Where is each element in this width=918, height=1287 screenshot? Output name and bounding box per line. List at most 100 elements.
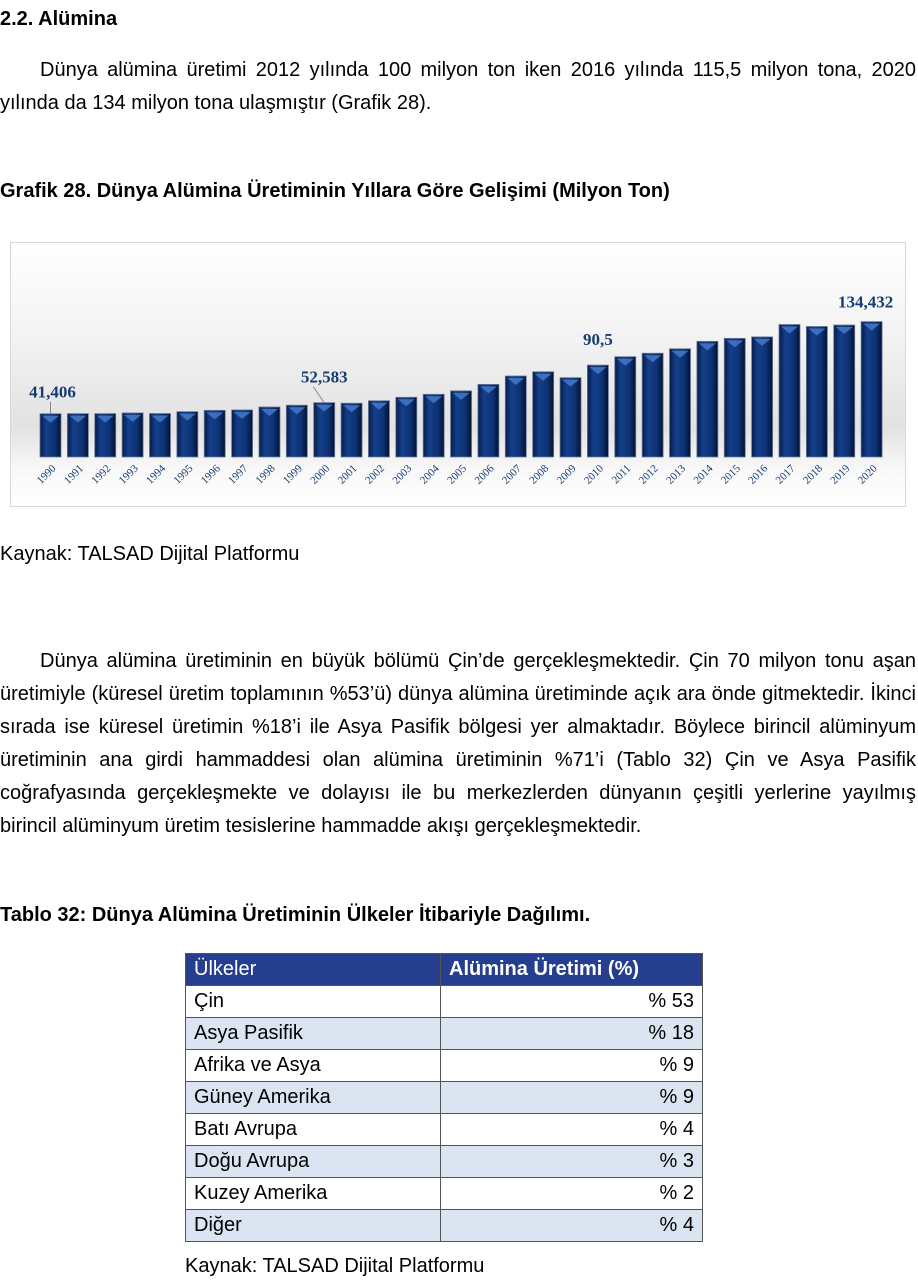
paragraph-2: Dünya alümina üretiminin en büyük bölümü… bbox=[0, 650, 916, 837]
table-row: Batı Avrupa% 4 bbox=[185, 1113, 703, 1146]
bar-1992 bbox=[94, 413, 117, 458]
x-tick-label: 1990 bbox=[35, 462, 59, 486]
x-tick-label: 2005 bbox=[445, 462, 469, 486]
bar-2001 bbox=[340, 402, 363, 458]
section-title: 2.2. Alümina bbox=[0, 8, 118, 30]
bar-bevel bbox=[178, 413, 196, 421]
bar-bevel bbox=[835, 327, 853, 335]
bar-bevel bbox=[616, 358, 634, 366]
table-row: Güney Amerika% 9 bbox=[185, 1081, 703, 1114]
country-cell: Afrika ve Asya bbox=[185, 1049, 441, 1082]
bar-bevel bbox=[452, 392, 470, 400]
bar-bevel bbox=[808, 328, 826, 336]
bar-1993 bbox=[121, 412, 144, 458]
chart-caption: Grafik 28. Dünya Alümina Üretiminin Yıll… bbox=[0, 180, 670, 202]
x-tick-label: 1998 bbox=[254, 462, 278, 486]
country-cell: Batı Avrupa bbox=[185, 1113, 441, 1146]
bar-2020 bbox=[860, 321, 883, 458]
bar-bevel bbox=[753, 338, 771, 346]
bar-2006 bbox=[477, 384, 500, 458]
bar-2003 bbox=[395, 396, 418, 458]
table-source: Kaynak: TALSAD Dijital Platformu bbox=[185, 1255, 485, 1277]
bar-bevel bbox=[863, 323, 881, 331]
x-tick-label: 2020 bbox=[856, 462, 880, 486]
bar-bevel bbox=[562, 379, 580, 387]
bar-bevel bbox=[589, 367, 607, 375]
bar-bevel bbox=[233, 411, 251, 419]
x-tick-label: 2009 bbox=[555, 462, 579, 486]
x-tick-label: 2016 bbox=[746, 462, 770, 486]
x-tick-label: 2003 bbox=[390, 462, 414, 486]
bar-2002 bbox=[368, 400, 390, 458]
bar-2015 bbox=[723, 337, 746, 458]
data-label: 52,583 bbox=[301, 368, 348, 387]
country-cell: Çin bbox=[185, 985, 441, 1018]
bar-bevel bbox=[370, 402, 388, 410]
bar-bevel bbox=[343, 405, 361, 413]
bar-bevel bbox=[206, 412, 224, 420]
bar-2009 bbox=[559, 377, 582, 458]
share-cell: % 18 bbox=[440, 1017, 703, 1050]
share-cell: % 4 bbox=[440, 1113, 703, 1146]
bar-bevel bbox=[315, 404, 333, 412]
x-tick-label: 1991 bbox=[62, 463, 86, 487]
x-tick-label: 1994 bbox=[144, 462, 168, 486]
x-tick-label: 2004 bbox=[418, 462, 442, 486]
table-row: Çin% 53 bbox=[185, 985, 703, 1018]
x-tick-label: 2001 bbox=[336, 463, 360, 487]
paragraph-1: Dünya alümina üretimi 2012 yılında 100 m… bbox=[0, 59, 916, 114]
x-tick-label: 2014 bbox=[691, 462, 715, 486]
x-tick-label: 1995 bbox=[171, 462, 195, 486]
bar-2018 bbox=[805, 326, 828, 458]
bar-bevel bbox=[42, 415, 59, 423]
x-tick-label: 2008 bbox=[527, 462, 551, 486]
bar-2019 bbox=[833, 324, 856, 458]
bar-2008 bbox=[532, 371, 555, 458]
bar-2017 bbox=[778, 324, 801, 458]
data-label: 41,406 bbox=[29, 383, 76, 402]
share-cell: % 4 bbox=[440, 1209, 703, 1242]
production-table: Ülkeler Alümina Üretimi (%) Çin% 53 Asya … bbox=[185, 953, 703, 1242]
bar-bevel bbox=[69, 415, 87, 423]
table-row: Diğer% 4 bbox=[185, 1209, 703, 1242]
bar-bevel bbox=[726, 340, 744, 348]
country-cell: Güney Amerika bbox=[185, 1081, 441, 1114]
bar-chart: 1990 41,406 1991 1992 1993 1994 1995 1996 1997 19… bbox=[10, 242, 906, 507]
bar-2007 bbox=[504, 375, 527, 458]
bar-bevel bbox=[698, 343, 716, 351]
share-cell: % 53 bbox=[440, 985, 703, 1018]
bar-bevel bbox=[397, 399, 415, 407]
share-cell: % 9 bbox=[440, 1049, 703, 1082]
x-tick-label: 1993 bbox=[117, 462, 141, 486]
x-tick-label: 2018 bbox=[801, 462, 825, 486]
data-label: 134,432 bbox=[838, 293, 893, 312]
bar-bevel bbox=[151, 415, 169, 423]
bar-2004 bbox=[422, 393, 445, 458]
bar-2010 bbox=[587, 364, 609, 458]
x-tick-label: 2007 bbox=[500, 462, 524, 486]
bar-bevel bbox=[507, 377, 525, 385]
bar-bevel bbox=[288, 407, 306, 415]
bar-bevel bbox=[96, 415, 114, 423]
x-tick-label: 2011 bbox=[610, 463, 634, 487]
bar-bevel bbox=[260, 408, 278, 416]
header-production: Alümina Üretimi (%) bbox=[440, 953, 703, 986]
bar-1994 bbox=[149, 413, 171, 458]
bar-bevel bbox=[780, 326, 798, 334]
bar-2013 bbox=[669, 348, 691, 458]
table-row: Afrika ve Asya% 9 bbox=[185, 1049, 703, 1082]
data-label: 90,5 bbox=[583, 330, 613, 349]
country-cell: Asya Pasifik bbox=[185, 1017, 441, 1050]
bar-2005 bbox=[450, 390, 472, 458]
bar-1995 bbox=[176, 411, 199, 458]
x-tick-label: 1997 bbox=[226, 462, 250, 486]
x-tick-label: 1992 bbox=[89, 463, 113, 487]
header-countries: Ülkeler bbox=[185, 953, 441, 986]
table-row: Asya Pasifik% 18 bbox=[185, 1017, 703, 1050]
bar-2011 bbox=[614, 356, 637, 458]
x-tick-label: 2006 bbox=[472, 462, 496, 486]
bar-1990 bbox=[39, 413, 62, 458]
bar-1996 bbox=[203, 409, 226, 458]
bar-bevel bbox=[425, 396, 443, 404]
